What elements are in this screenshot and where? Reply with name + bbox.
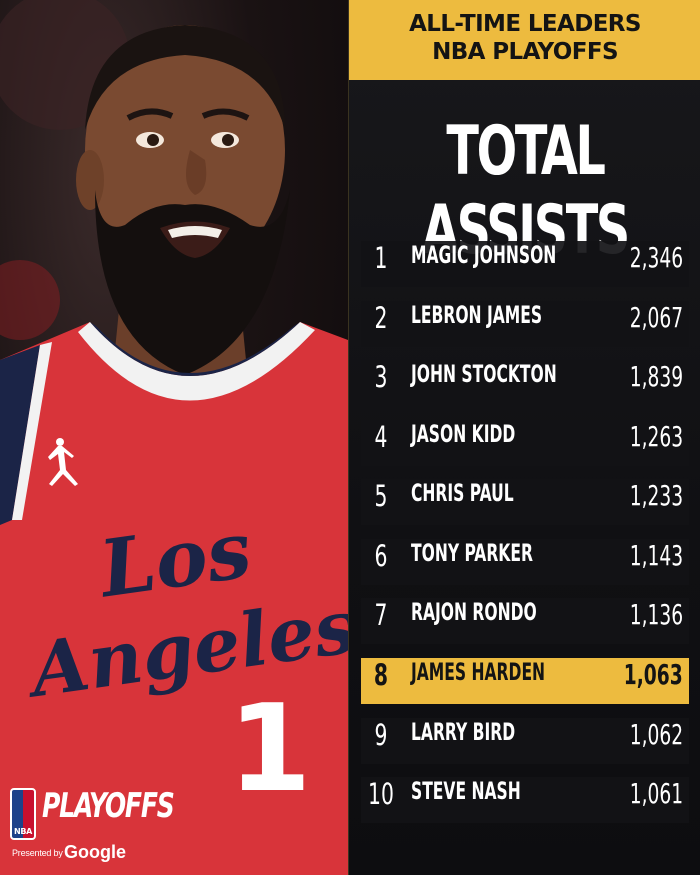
jersey-text-los: Los xyxy=(93,504,257,615)
leader-name: STEVE NASH xyxy=(411,777,521,805)
leader-name: JAMES HARDEN xyxy=(411,658,546,686)
presented-by-label: Presented by xyxy=(12,848,63,858)
leader-rank: 7 xyxy=(374,598,388,632)
leader-value: 1,233 xyxy=(629,479,683,512)
leader-rank: 8 xyxy=(373,658,389,692)
sponsor-logo: Google xyxy=(64,842,126,862)
leader-rank: 2 xyxy=(374,301,388,335)
header-line-2: NBA PLAYOFFS xyxy=(432,39,618,65)
leader-value: 1,263 xyxy=(629,420,683,453)
playoffs-wordmark: PLAYOFFS xyxy=(42,786,175,826)
leader-name: CHRIS PAUL xyxy=(411,479,514,507)
leader-row: 2 LEBRON JAMES 2,067 xyxy=(361,301,689,347)
leader-name: JOHN STOCKTON xyxy=(411,360,557,388)
leader-value: 1,839 xyxy=(629,360,683,393)
leader-value: 1,062 xyxy=(629,718,683,751)
leader-name: LEBRON JAMES xyxy=(411,301,543,329)
leader-rank: 6 xyxy=(374,539,388,573)
leader-value: 2,346 xyxy=(629,241,683,274)
leader-rank: 9 xyxy=(374,718,388,752)
leader-value: 1,143 xyxy=(629,539,683,572)
leader-value: 2,067 xyxy=(629,301,683,334)
leader-value: 1,136 xyxy=(629,598,683,631)
leader-row-highlighted: 8 JAMES HARDEN 1,063 xyxy=(361,658,689,704)
leader-name: TONY PARKER xyxy=(411,539,533,567)
leader-rank: 5 xyxy=(374,479,388,513)
leader-row: 10 STEVE NASH 1,061 xyxy=(361,777,689,823)
leader-name: MAGIC JOHNSON xyxy=(411,241,557,269)
leader-row: 7 RAJON RONDO 1,136 xyxy=(361,598,689,644)
header-banner: ALL-TIME LEADERS NBA PLAYOFFS xyxy=(349,0,700,80)
leader-rank: 4 xyxy=(374,420,388,454)
leaders-panel: ALL-TIME LEADERS NBA PLAYOFFS TOTAL ASSI… xyxy=(348,0,700,875)
player-illustration: Los Angeles 1 xyxy=(0,0,348,875)
leader-row: 4 JASON KIDD 1,263 xyxy=(361,420,689,466)
leader-row: 5 CHRIS PAUL 1,233 xyxy=(361,479,689,525)
header-line-1: ALL-TIME LEADERS xyxy=(409,11,641,37)
leader-row: 6 TONY PARKER 1,143 xyxy=(361,539,689,585)
leader-rank: 1 xyxy=(374,241,388,275)
nba-logo-text: NBA xyxy=(13,827,33,836)
playoffs-branding: NBA PLAYOFFS Presented by Google xyxy=(10,786,210,866)
player-photo: Los Angeles 1 NBA PLAYOFFS Presented by … xyxy=(0,0,348,875)
leader-value: 1,061 xyxy=(629,777,683,810)
leader-value: 1,063 xyxy=(624,658,683,691)
leader-rank: 10 xyxy=(368,777,394,811)
leader-name: JASON KIDD xyxy=(411,420,516,448)
nba-logo-icon: NBA xyxy=(10,788,36,840)
leader-name: RAJON RONDO xyxy=(411,598,537,626)
leader-row: 3 JOHN STOCKTON 1,839 xyxy=(361,360,689,406)
leader-row: 9 LARRY BIRD 1,062 xyxy=(361,718,689,764)
leader-row: 1 MAGIC JOHNSON 2,346 xyxy=(361,241,689,287)
leader-name: LARRY BIRD xyxy=(411,718,516,746)
jersey-number: 1 xyxy=(228,680,312,819)
leader-rank: 3 xyxy=(374,360,388,394)
